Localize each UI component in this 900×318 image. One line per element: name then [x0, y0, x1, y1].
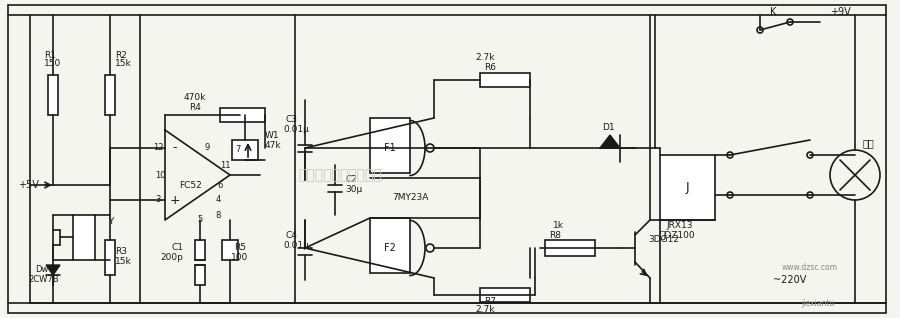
Polygon shape — [600, 135, 620, 148]
Text: 9: 9 — [204, 143, 210, 153]
Bar — [195, 265, 205, 285]
Text: FC52: FC52 — [178, 181, 202, 190]
Text: C3: C3 — [285, 115, 297, 125]
Text: 7MY23A: 7MY23A — [392, 193, 428, 203]
Text: 8: 8 — [215, 211, 220, 219]
Text: JRX13: JRX13 — [667, 220, 693, 230]
Text: J: J — [685, 182, 688, 195]
Bar — [105, 75, 115, 115]
Bar — [48, 75, 58, 115]
Text: www.dzsc.com: www.dzsc.com — [782, 264, 838, 273]
Text: C1: C1 — [172, 244, 184, 252]
Text: 30µ: 30µ — [345, 185, 362, 195]
Bar — [195, 240, 205, 260]
Text: 2CW7B: 2CW7B — [28, 274, 58, 284]
Bar — [370, 218, 410, 273]
Text: 11: 11 — [220, 161, 230, 169]
Text: Dw: Dw — [35, 266, 49, 274]
Text: F1: F1 — [384, 143, 396, 153]
Text: 15k: 15k — [115, 258, 131, 266]
Text: C2: C2 — [345, 176, 357, 184]
Bar — [220, 108, 265, 122]
Text: R5: R5 — [234, 244, 246, 252]
Text: 杭州齐霸科技有限公司: 杭州齐霸科技有限公司 — [298, 168, 382, 182]
Bar — [105, 240, 115, 275]
Bar — [73, 215, 95, 260]
Text: 200p: 200p — [160, 253, 184, 262]
Text: +9V: +9V — [830, 7, 850, 17]
Text: D1: D1 — [602, 123, 615, 133]
Text: 灯泡: 灯泡 — [863, 138, 875, 148]
Text: 100: 100 — [231, 253, 248, 262]
Bar — [370, 118, 410, 173]
Text: jiexiantu: jiexiantu — [801, 299, 834, 308]
Text: 47k: 47k — [265, 141, 282, 149]
Bar — [480, 73, 530, 87]
Bar — [232, 140, 258, 160]
Bar — [222, 240, 238, 260]
Text: 0.01µ: 0.01µ — [283, 240, 309, 250]
Bar — [660, 155, 715, 220]
Text: R8: R8 — [549, 231, 561, 239]
Text: 2.7k: 2.7k — [475, 53, 495, 63]
Text: 7: 7 — [235, 146, 240, 155]
Polygon shape — [46, 265, 60, 275]
Text: 150: 150 — [44, 59, 61, 67]
Text: 3: 3 — [156, 196, 161, 204]
Text: R2: R2 — [115, 51, 127, 59]
Text: W1: W1 — [265, 130, 280, 140]
Text: 470k: 470k — [184, 93, 206, 102]
Text: 10: 10 — [155, 170, 166, 179]
Text: 12: 12 — [153, 143, 163, 153]
Text: +5V: +5V — [18, 180, 39, 190]
Text: R4: R4 — [189, 102, 201, 112]
Bar — [545, 240, 595, 256]
Text: 4: 4 — [215, 196, 220, 204]
Text: R6: R6 — [484, 64, 496, 73]
Text: 2.7k: 2.7k — [475, 306, 495, 315]
Text: ~220V: ~220V — [773, 275, 806, 285]
Text: 6: 6 — [217, 181, 222, 190]
Text: 1k: 1k — [553, 220, 563, 230]
Text: F2: F2 — [384, 243, 396, 253]
Text: 或DZ100: 或DZ100 — [659, 231, 695, 239]
Text: 15k: 15k — [115, 59, 131, 67]
Text: R7: R7 — [484, 298, 496, 307]
Text: 5: 5 — [197, 216, 202, 225]
Text: Y: Y — [108, 218, 113, 226]
Bar — [480, 288, 530, 302]
Text: -: - — [173, 142, 177, 155]
Text: 3DG12: 3DG12 — [648, 236, 679, 245]
Text: R1: R1 — [44, 51, 56, 59]
Text: 0.01µ: 0.01µ — [283, 126, 309, 135]
Text: K: K — [770, 7, 776, 17]
Text: R3: R3 — [115, 247, 127, 257]
Text: C4: C4 — [285, 231, 297, 239]
Text: +: + — [170, 193, 180, 206]
